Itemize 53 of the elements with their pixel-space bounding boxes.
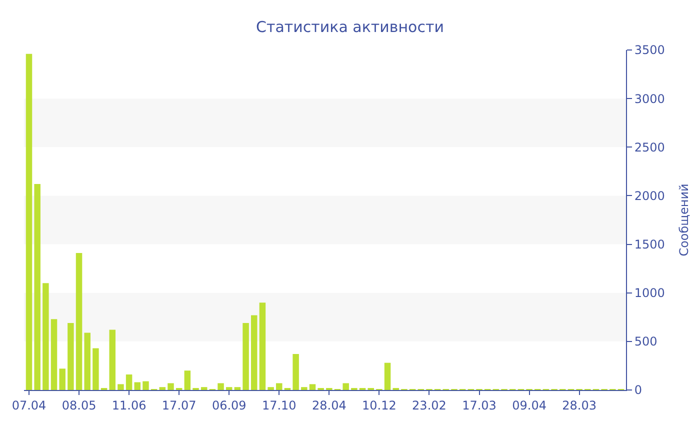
x-tick-label: 07.04 [12, 398, 46, 412]
bar [292, 354, 299, 390]
bar [92, 348, 99, 390]
y-tick-label: 3500 [634, 43, 665, 58]
y-axis-title: Сообщений [676, 184, 691, 256]
chart-title: Статистика активности [256, 18, 444, 36]
bar [59, 368, 66, 390]
bar [118, 384, 124, 390]
bar [168, 383, 174, 390]
x-tick-label: 09.04 [512, 398, 546, 412]
bar [159, 387, 166, 390]
bar [109, 330, 116, 390]
bar [76, 253, 82, 390]
x-tick-label: 10.12 [362, 398, 396, 412]
bar [200, 387, 208, 390]
bar [226, 387, 232, 390]
bar [342, 383, 349, 390]
bar [234, 387, 241, 390]
bar [259, 302, 266, 390]
x-tick-label: 06.09 [212, 398, 246, 412]
x-tick-label: 08.05 [62, 398, 96, 412]
x-tick-label: 28.03 [562, 398, 596, 412]
bar [134, 382, 141, 390]
y-tick-label: 1000 [634, 286, 665, 300]
y-tick-label: 2500 [634, 140, 665, 154]
y-tick-label: 2000 [634, 188, 665, 203]
bar [301, 387, 308, 390]
x-tick-label: 17.10 [262, 398, 296, 412]
bar [50, 319, 58, 390]
bar [309, 384, 316, 390]
bar [184, 370, 191, 390]
bar [68, 322, 74, 390]
y-tick-label: 0 [634, 383, 642, 398]
bar [142, 381, 149, 390]
bar [34, 184, 40, 390]
x-tick-label: 23.02 [412, 398, 446, 412]
bar [126, 374, 132, 390]
bar [251, 315, 258, 390]
bar [276, 383, 282, 390]
bar [218, 383, 224, 390]
y-tick-label: 3000 [634, 92, 665, 106]
bar [268, 387, 274, 390]
bar [26, 54, 32, 390]
y-tick-label: 500 [634, 334, 658, 349]
y-tick-label: 1500 [634, 237, 665, 252]
bar [384, 362, 391, 390]
x-tick-label: 17.03 [462, 398, 496, 412]
x-tick-label: 28.04 [312, 398, 346, 412]
x-tick-label: 11.06 [112, 398, 146, 412]
x-tick-label: 17.07 [162, 398, 196, 412]
bar [242, 322, 249, 390]
bar [42, 283, 49, 390]
bar [84, 332, 90, 390]
